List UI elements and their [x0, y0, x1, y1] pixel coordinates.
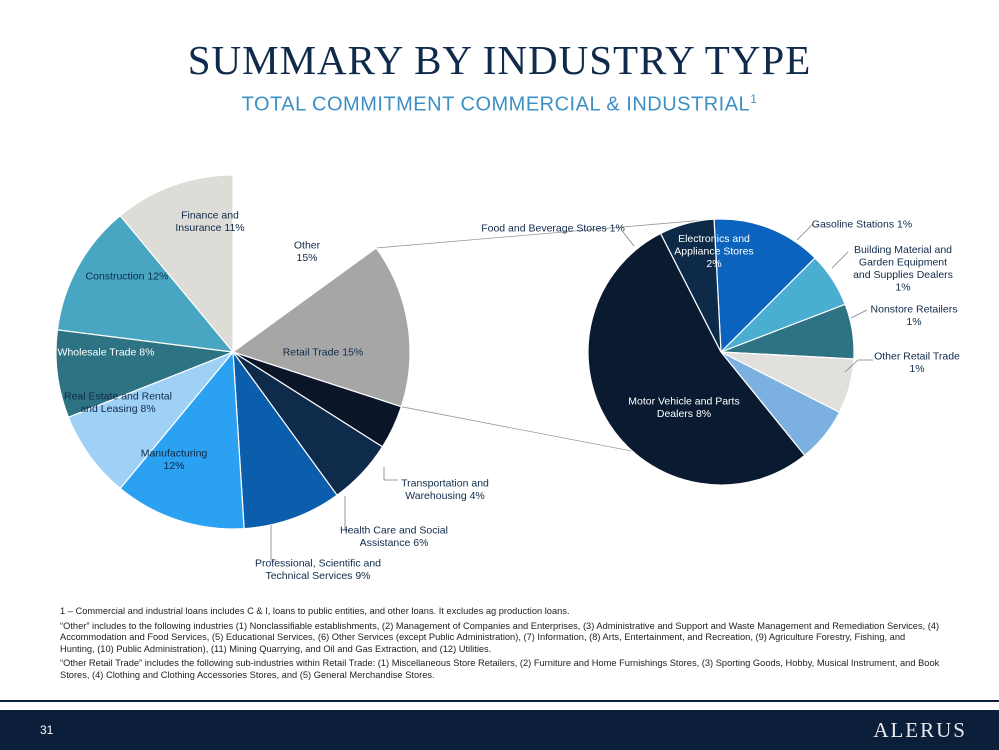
slice-label-wholesale-trade: Wholesale Trade 8%: [58, 347, 155, 359]
footnotes: 1 – Commercial and industrial loans incl…: [60, 606, 940, 685]
pie-slice-real-estate-and-rental-and-leasing: [67, 351, 234, 490]
footnote-1: 1 – Commercial and industrial loans incl…: [60, 606, 570, 616]
company-logo: ALERUS: [873, 718, 967, 742]
slice-label-health-care-and-social-assistance: Health Care and Social Assistance 6%: [340, 524, 448, 549]
pie-slice-retail-trade: [231, 247, 411, 408]
footer-divider: [0, 700, 999, 702]
pie-slice-finance-and-insurance: [119, 174, 234, 354]
footnote-other: “Other” includes to the following indust…: [60, 620, 940, 654]
leader-line-other-retail-trade: [844, 359, 873, 373]
slice-label-real-estate-and-rental-and-leasing: Real Estate and Rental and Leasing 8%: [64, 390, 172, 415]
slice-label-motor-vehicle-and-parts-dealers: Motor Vehicle and Parts Dealers 8%: [628, 395, 739, 420]
leader-line-transportation-and-warehousing: [383, 467, 398, 481]
footer-bar: [0, 710, 999, 750]
slice-label-other: Other 15%: [294, 239, 321, 264]
pie-slice-motor-vehicle-and-parts-dealers: [587, 232, 806, 486]
pie-industry-type: Other 15% Retail Trade 15% Transportation a…: [55, 174, 489, 582]
slice-label-electronics-and-appliance-stores: Electronics and Appliance Stores 2%: [674, 233, 753, 270]
page-number: 31: [40, 723, 54, 737]
leader-line-food-and-beverage-stores: [622, 231, 635, 247]
leader-line-gasoline-stations: [796, 223, 814, 241]
subtitle-footnote-mark: 1: [750, 92, 758, 106]
pie-slice-professional-scientific-and-technical-services: [232, 349, 338, 530]
slice-label-food-and-beverage-stores: Food and Beverage Stores 1%: [481, 223, 625, 235]
slice-label-gasoline-stations: Gasoline Stations 1%: [812, 219, 912, 231]
pie-slice-electronics-and-appliance-stores: [713, 218, 816, 354]
zoom-connector-top: [376, 218, 715, 249]
page-title: SUMMARY BY INDUSTRY TYPE: [187, 37, 812, 83]
pie-slice-other: [232, 174, 378, 354]
subtitle-text: TOTAL COMMITMENT COMMERCIAL & INDUSTRIAL: [241, 93, 751, 116]
slice-label-nonstore-retailers: Nonstore Retailers 1%: [871, 303, 958, 328]
slice-label-transportation-and-warehousing: Transportation and Warehousing 4%: [401, 477, 489, 502]
leader-line-nonstore-retailers: [850, 309, 868, 319]
leader-line-building-material-and-garden-equipment-and-supplies-dealers: [831, 251, 849, 269]
pie-slice-construction: [56, 214, 235, 353]
slice-label-other-retail-trade: Other Retail Trade 1%: [874, 350, 960, 375]
pie-slice-wholesale-trade: [55, 329, 234, 418]
slice-label-construction: Construction 12%: [86, 271, 169, 283]
pie-retail-trade-breakdown: Electronics and Appliance Stores 2% Gasolin…: [481, 218, 960, 486]
leader-line-health-care-and-social-assistance: [344, 496, 350, 531]
pie-slice-manufacturing: [119, 350, 245, 530]
pie-slice-food-and-beverage-stores: [659, 218, 722, 353]
slice-label-professional-scientific-and-technical-services: Professional, Scientific and Technical Se…: [255, 557, 381, 582]
industry-pie-charts: Other 15% Retail Trade 15% Transportation a…: [55, 174, 960, 582]
slice-label-retail-trade: Retail Trade 15%: [283, 347, 364, 359]
page-subtitle: TOTAL COMMITMENT COMMERCIAL & INDUSTRIAL…: [0, 92, 999, 117]
footnote-other-retail: “Other Retail Trade” includes the follow…: [60, 658, 940, 680]
slice-label-building-material-and-garden-equipment-and-supplies-dealers: Building Material and Garden Equipment and…: [853, 244, 953, 294]
slice-label-finance-and-insurance: Finance and Insurance 11%: [175, 209, 244, 234]
leader-line-professional-scientific-and-technical-services: [270, 525, 276, 561]
slice-label-manufacturing: Manufacturing 12%: [141, 447, 208, 472]
